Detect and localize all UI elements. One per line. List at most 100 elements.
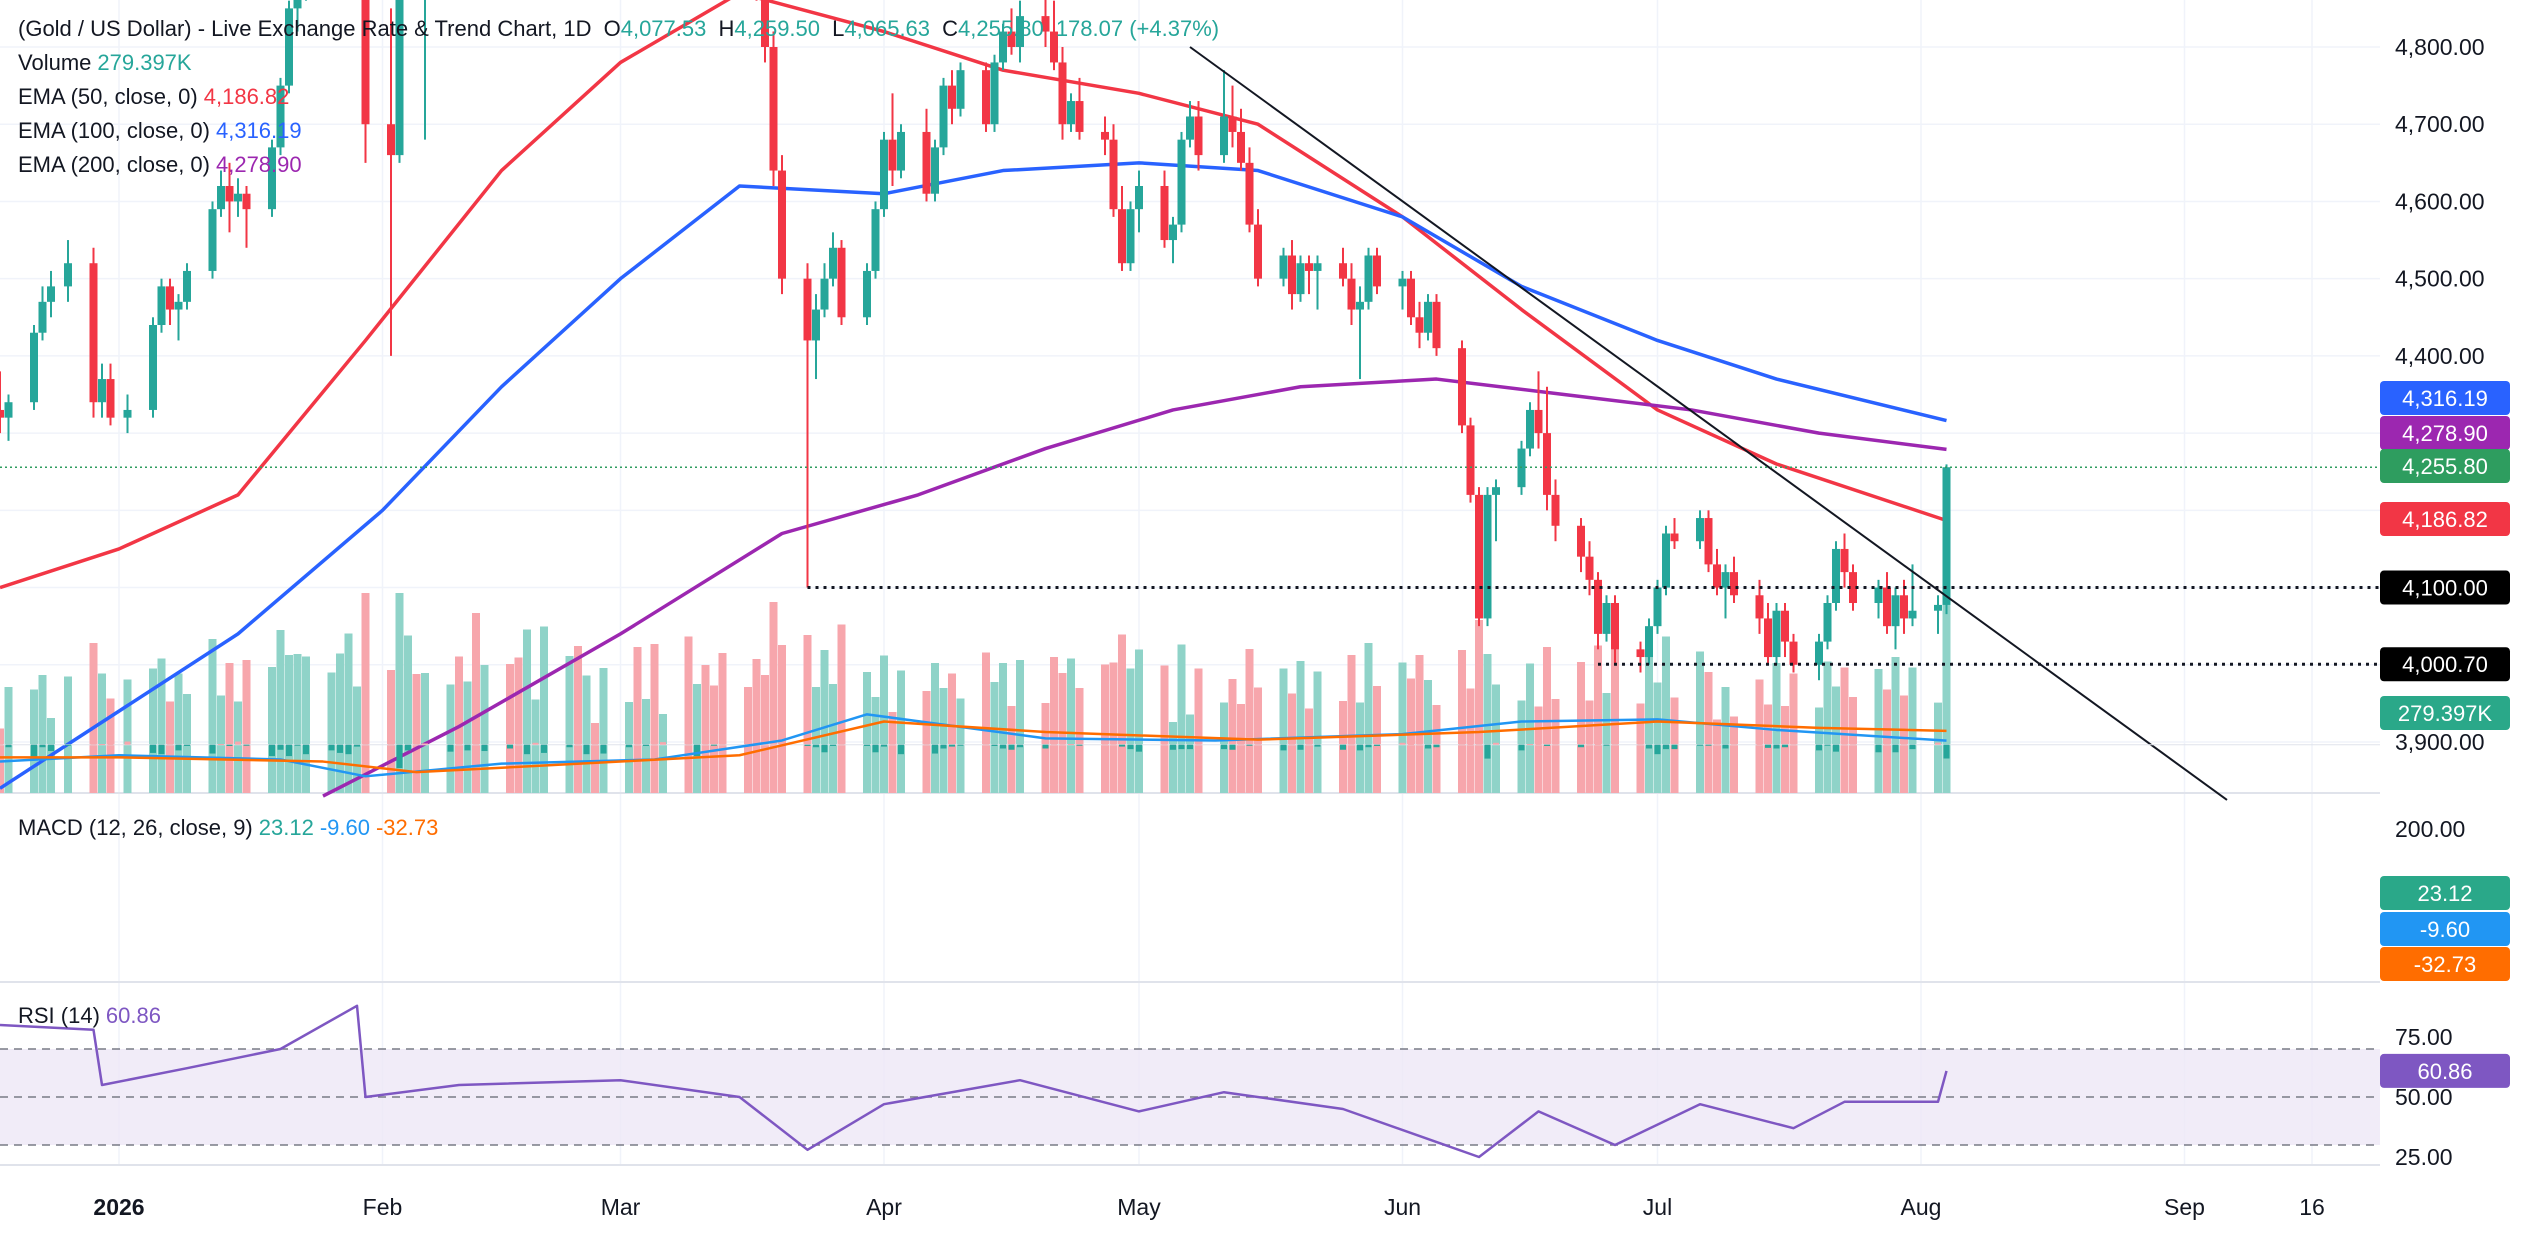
volume-bar bbox=[1636, 703, 1645, 793]
volume-bar bbox=[710, 685, 718, 793]
candle-body bbox=[1050, 31, 1058, 63]
volume-bar bbox=[344, 633, 353, 793]
volume-bar bbox=[268, 667, 276, 793]
candle-body bbox=[1475, 494, 1483, 619]
macd-hist-bar bbox=[1875, 744, 1882, 753]
candle-body bbox=[174, 301, 183, 310]
macd-hist-bar bbox=[1697, 744, 1703, 746]
macd-hist-bar bbox=[1221, 744, 1227, 750]
candle-body bbox=[1662, 533, 1670, 588]
volume-bar bbox=[1755, 679, 1764, 793]
volume-bar bbox=[1305, 708, 1313, 793]
macd-hist-bar bbox=[592, 743, 598, 745]
macd-hist-bar bbox=[1595, 744, 1601, 746]
macd-hist-bar bbox=[388, 742, 394, 745]
rsi-tick-label: 75.00 bbox=[2395, 1024, 2453, 1050]
volume-bar bbox=[574, 646, 582, 793]
time-tick-label: 2026 bbox=[93, 1194, 144, 1220]
macd-hist-bar bbox=[685, 739, 692, 745]
candle-body bbox=[922, 131, 931, 194]
candle-body bbox=[1636, 649, 1645, 658]
volume-bar bbox=[106, 698, 115, 793]
macd-hist-bar bbox=[184, 744, 190, 746]
candle-body bbox=[1296, 263, 1305, 295]
candle-body bbox=[242, 193, 251, 210]
candle-body bbox=[1254, 224, 1262, 279]
macd-hist-bar bbox=[1119, 744, 1125, 747]
macd-hist-bar bbox=[651, 740, 658, 745]
macd-hist-bar bbox=[1314, 744, 1321, 747]
volume-bar bbox=[591, 723, 599, 793]
volume-bar bbox=[1245, 649, 1254, 793]
rsi-pane bbox=[0, 1004, 2380, 1159]
volume-bar bbox=[1109, 662, 1118, 793]
candle-body bbox=[1109, 139, 1118, 210]
volume-bar bbox=[1373, 686, 1381, 793]
tag-rsi-bg bbox=[2380, 1053, 2510, 1088]
macd-hist-bar bbox=[464, 744, 471, 751]
volume-bar bbox=[761, 675, 769, 793]
macd-hist-bar bbox=[830, 744, 836, 746]
macd-hist-bar bbox=[1340, 744, 1346, 750]
macd-hist-bar bbox=[1161, 739, 1168, 745]
candle-body bbox=[1007, 31, 1016, 47]
volume-bar bbox=[421, 673, 429, 793]
candle-body bbox=[285, 8, 293, 86]
volume-bar bbox=[157, 658, 166, 793]
time-tick-label: Jul bbox=[1643, 1194, 1672, 1220]
volume-bar bbox=[1135, 649, 1143, 793]
volume-bar bbox=[1177, 644, 1186, 793]
candle-body bbox=[217, 186, 225, 210]
candle-body bbox=[166, 286, 174, 310]
volume-bar bbox=[1279, 668, 1288, 793]
macd-hist-bar bbox=[1892, 744, 1899, 753]
macd-hist-bar bbox=[1943, 744, 1950, 759]
volume-bar bbox=[820, 650, 829, 793]
volume-bar bbox=[463, 681, 472, 793]
macd-hist-bar bbox=[1374, 744, 1380, 746]
volume-bar bbox=[523, 629, 531, 793]
macd-hist-bar bbox=[541, 744, 547, 753]
rsi-tick-label: 50.00 bbox=[2395, 1084, 2453, 1110]
macd-hist-bar bbox=[1008, 744, 1015, 750]
volume-bar bbox=[412, 674, 421, 793]
volume-bar bbox=[98, 673, 106, 793]
candle-body bbox=[183, 270, 191, 302]
macd-hist-bar bbox=[813, 744, 819, 748]
tag-4000-bg bbox=[2380, 647, 2510, 682]
candle-body bbox=[1874, 587, 1883, 603]
volume-bar bbox=[1432, 705, 1441, 793]
candle-body bbox=[47, 286, 55, 302]
macd-hist-bar bbox=[1170, 744, 1176, 750]
macd-hist-bar bbox=[515, 736, 522, 745]
candle-body bbox=[1339, 263, 1347, 279]
macd-hist-bar bbox=[940, 744, 947, 749]
macd-hist-bar bbox=[158, 744, 165, 755]
macd-hist-bar bbox=[1765, 744, 1771, 748]
macd-hist-bar bbox=[1416, 739, 1423, 745]
volume-bar bbox=[1050, 657, 1058, 793]
candle-body bbox=[1730, 572, 1738, 596]
candle-body bbox=[1373, 255, 1381, 287]
volume-bar bbox=[1721, 687, 1730, 793]
candle-body bbox=[1849, 572, 1857, 603]
candle-body bbox=[1934, 604, 1942, 611]
volume-bar bbox=[174, 673, 183, 793]
macd-hist-bar bbox=[0, 740, 3, 745]
tag-ema200-bg bbox=[2380, 416, 2510, 450]
signal-line bbox=[0, 720, 1947, 774]
candle-body bbox=[1313, 263, 1322, 271]
volume-bar bbox=[1585, 700, 1594, 793]
volume-bar bbox=[361, 593, 370, 793]
rsi-tick-label: 25.00 bbox=[2395, 1144, 2453, 1170]
tag-volume-bg bbox=[2380, 696, 2510, 730]
macd-hist-bar bbox=[1646, 744, 1652, 749]
macd-hist-bar bbox=[226, 744, 233, 746]
macd-hist-bar bbox=[1051, 740, 1057, 745]
macd-hist-bar bbox=[1527, 744, 1533, 746]
macd-hist-bar bbox=[507, 744, 513, 749]
macd-hist-bar bbox=[1578, 744, 1584, 748]
volume-bar bbox=[1475, 620, 1483, 793]
volume-bar bbox=[633, 647, 642, 793]
